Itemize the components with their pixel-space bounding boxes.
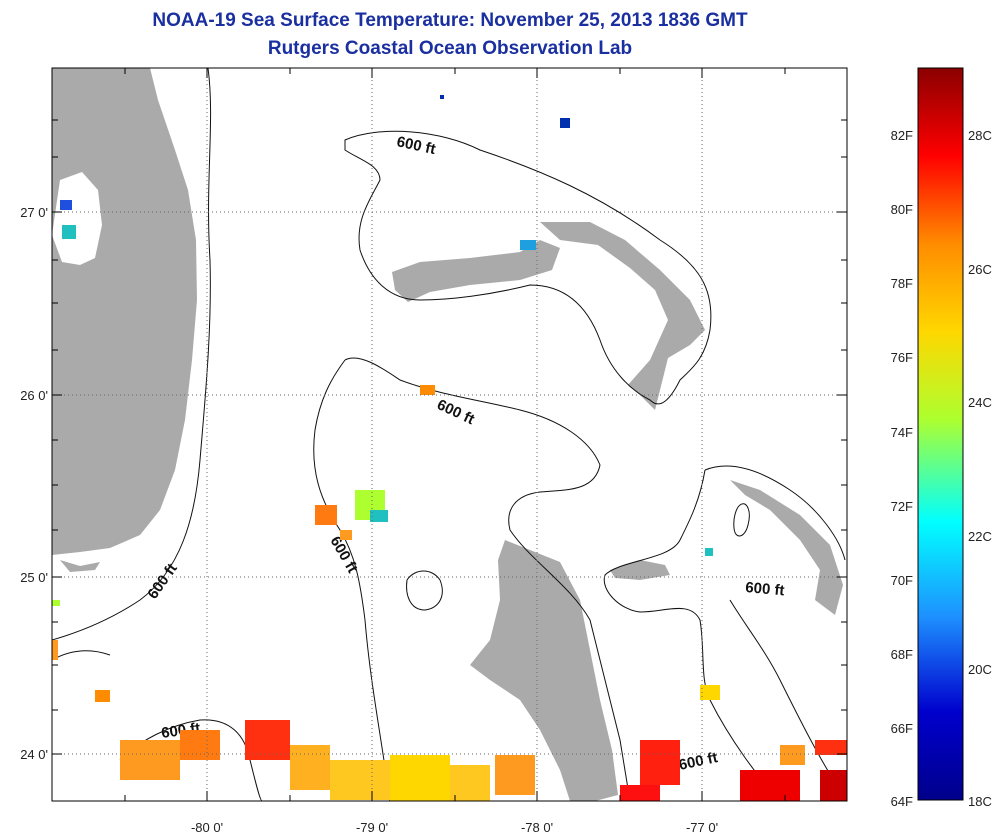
colorbar: [917, 67, 964, 801]
cb-f-74: 74F: [891, 425, 913, 440]
abaco-land: [540, 222, 705, 410]
cb-f-72: 72F: [891, 499, 913, 514]
cb-f-76: 76F: [891, 350, 913, 365]
cb-c-22: 22C: [968, 529, 992, 544]
colorbar-fahrenheit-labels: 82F 80F 78F 76F 74F 72F 70F 68F 66F 64F: [891, 128, 913, 809]
cb-f-80: 80F: [891, 202, 913, 217]
lon-label-77: -77 0': [686, 820, 718, 835]
cb-c-26: 26C: [968, 262, 992, 277]
cb-f-82: 82F: [891, 128, 913, 143]
cb-f-66: 66F: [891, 721, 913, 736]
lon-label-80: -80 0': [191, 820, 223, 835]
map-subtitle: Rutgers Coastal Ocean Observation Lab: [267, 38, 633, 59]
contour-label-5: 600 ft: [745, 579, 786, 599]
cb-f-70: 70F: [891, 573, 913, 588]
map-frame: [51, 67, 848, 802]
lon-label-79: -79 0': [356, 820, 388, 835]
grid-lines: [52, 68, 847, 801]
600ft-contours: [52, 68, 846, 801]
lake-okeechobee: [52, 172, 102, 265]
cb-c-20: 20C: [968, 662, 992, 677]
florida-keys: [60, 560, 100, 572]
cb-f-64: 64F: [891, 794, 913, 809]
latitude-labels: 27 0' 26 0' 25 0' 24 0': [20, 205, 48, 762]
cb-c-18: 18C: [968, 794, 992, 809]
lat-label-27: 27 0': [20, 205, 48, 220]
eleuthera-land: [730, 480, 843, 615]
cb-c-28: 28C: [968, 128, 992, 143]
tick-marks: [52, 68, 847, 801]
lon-label-78: -78 0': [521, 820, 553, 835]
map-title: NOAA-19 Sea Surface Temperature: Novembe…: [152, 10, 748, 31]
lat-label-24: 24 0': [20, 747, 48, 762]
cb-c-24: 24C: [968, 395, 992, 410]
grand-bahama-land: [392, 240, 560, 302]
cb-f-78: 78F: [891, 276, 913, 291]
cb-f-68: 68F: [891, 647, 913, 662]
andros-land: [470, 540, 618, 801]
lat-label-25: 25 0': [20, 570, 48, 585]
colorbar-celsius-labels: 28C 26C 24C 22C 20C 18C: [968, 128, 992, 809]
longitude-labels: -80 0' -79 0' -78 0' -77 0': [191, 820, 718, 835]
sst-data-patches: [52, 95, 847, 801]
lat-label-26: 26 0': [20, 388, 48, 403]
